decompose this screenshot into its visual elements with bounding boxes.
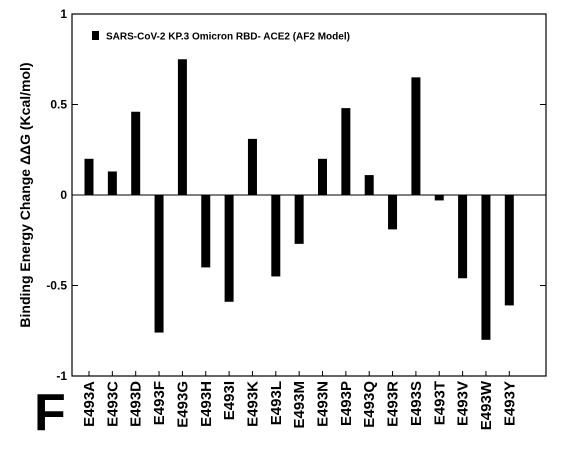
y-tick-label: 0.5 (50, 98, 67, 112)
bar-e493t (434, 195, 444, 201)
bar-e493c (107, 171, 117, 195)
x-tick-label: E493I (221, 381, 238, 420)
bar-e493k (247, 138, 257, 195)
x-tick-label: E493S (408, 381, 425, 426)
bar-e493l (271, 195, 281, 277)
x-tick-label: E493V (455, 381, 472, 426)
x-tick-label: E493Y (501, 381, 518, 426)
y-tick-label: 1 (60, 7, 67, 21)
bar-e493i (224, 195, 234, 302)
x-tick-label: E493L (268, 381, 285, 425)
bar-e493g (177, 59, 187, 195)
bar-e493q (364, 175, 374, 195)
bar-e493a (84, 158, 94, 195)
bars (84, 59, 514, 340)
x-tick-label: E493N (315, 381, 332, 427)
bar-e493s (411, 77, 421, 195)
bar-e493n (318, 158, 327, 195)
bar-e493p (341, 108, 351, 195)
bar-e493m (294, 195, 304, 244)
y-axis: 1 0.5 0 -0.5 -1 (46, 7, 546, 383)
x-tick-label: E493W (478, 380, 495, 430)
x-tick-label: E493R (385, 381, 402, 427)
y-tick-label: -1 (56, 369, 67, 383)
x-tick-label: E493G (174, 381, 191, 428)
legend-swatch (92, 31, 99, 40)
x-tick-label: E493Q (361, 381, 378, 428)
x-tick-label: E493F (151, 381, 168, 425)
x-tick-label: E493K (244, 381, 261, 427)
y-axis-label: Binding Energy Change ΔΔG (Kcal/mol) (17, 62, 33, 327)
legend-label: SARS-CoV-2 KP.3 Omicron RBD- ACE2 (AF2 M… (106, 32, 350, 43)
y-tick-label: -0.5 (46, 279, 67, 293)
bar-e493y (504, 195, 514, 306)
panel-letter: F (34, 384, 66, 442)
legend: SARS-CoV-2 KP.3 Omicron RBD- ACE2 (AF2 M… (92, 31, 350, 43)
x-tick-label: E493H (198, 381, 215, 427)
bar-e493r (388, 195, 398, 230)
y-tick-label: 0 (60, 188, 67, 202)
bar-e493h (201, 195, 211, 268)
x-tick-label: E493T (431, 381, 448, 425)
x-tick-label: E493M (291, 381, 308, 429)
bar-e493d (131, 111, 141, 195)
bar-e493f (154, 195, 164, 333)
bar-e493v (458, 195, 468, 279)
bar-e493w (481, 195, 491, 340)
x-tick-label: E493C (104, 381, 121, 427)
x-tick-label: E493P (338, 381, 355, 426)
x-tick-label: E493A (81, 381, 98, 427)
x-tick-label: E493D (128, 381, 145, 427)
x-axis: E493A E493C E493D E493F E493G E493H E493I E493K… (81, 371, 518, 430)
